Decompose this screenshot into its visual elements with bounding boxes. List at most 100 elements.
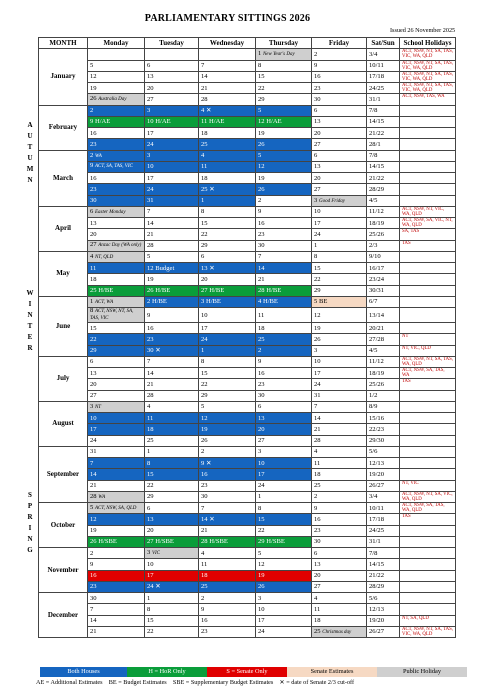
week-row: 19 20 21 22 23 24/25 ACT, NSW, NT, SA, TAS, VI… (39, 81, 456, 95)
day-cell: 4 NT, QLD (87, 250, 145, 264)
day-number: 28 (90, 492, 99, 500)
week-row: 27 Anzac Day (WA only) 28 29 30 1 2/3 TAS (39, 239, 456, 252)
day-cell: 22 (255, 81, 312, 95)
day-cell: 5 (255, 149, 312, 162)
day-cell: 9 (311, 501, 367, 515)
week-row: 19 20 21 22 23 24/25 (39, 524, 456, 537)
season-autumn-5: M (26, 165, 34, 173)
day-cell: 30 ✕ (144, 344, 199, 357)
day-note: ACT, NSW, SA, QLD (94, 505, 137, 511)
day-cell: 4 ✕ (198, 104, 256, 117)
day-cell: 27 Anzac Day (WA only) (87, 239, 145, 252)
day-cell: 20 (311, 171, 367, 185)
day-cell: 15 (198, 216, 256, 230)
day-number: 5 (90, 503, 95, 511)
week-row: 16 17 18 19 20 21/22 (39, 126, 456, 140)
day-cell: 19 (311, 321, 367, 335)
week-row: 24 25 26 27 28 29/30 (39, 434, 456, 447)
legend-public-holiday: Public Holiday (377, 667, 467, 677)
legend-hor-only: H = HoR Only (127, 667, 207, 677)
day-cell: 2 (198, 591, 256, 605)
week-row: September 31 1 2 3 4 5/6 (38, 445, 456, 504)
school-holiday-cell: ACT, NSW, SA, TAS, WA (399, 366, 456, 380)
day-cell: 13 (311, 558, 367, 571)
day-cell: 18/19 (366, 216, 400, 230)
school-holiday-cell (399, 284, 456, 297)
school-holiday-cell (399, 400, 456, 414)
day-cell: 27 (311, 138, 367, 151)
season-spring-4: I (28, 524, 32, 532)
day-cell: 5 (87, 59, 145, 72)
day-cell: 25 (255, 333, 312, 346)
day-cell: 11/12 (366, 205, 400, 219)
day-cell: 13 (144, 513, 199, 526)
school-holiday-cell (399, 546, 456, 560)
day-cell: 2 (311, 490, 367, 504)
day-cell: 25 (144, 434, 199, 447)
day-cell: 5 (255, 104, 312, 117)
day-cell: 30/31 (366, 284, 400, 297)
day-note: Good Friday (318, 198, 345, 204)
school-holiday-cell (399, 138, 456, 151)
day-cell: 23 (255, 378, 312, 391)
school-holiday-cell (399, 104, 456, 117)
week-row: October 5 ACT, NSW, SA, QLD 6 7 8 9 10/11 ACT, … (38, 501, 456, 548)
day-cell: 19/20 (366, 614, 400, 627)
day-number: 9 (90, 162, 95, 170)
day-cell: 5 (144, 250, 199, 264)
day-cell: 17 (198, 321, 256, 335)
day-cell: 9 (87, 558, 145, 571)
day-number: 25 (314, 627, 323, 635)
day-cell: 23 (144, 333, 199, 346)
col-wednesday: Wednesday (198, 36, 256, 50)
school-holiday-cell (399, 569, 456, 582)
day-cell: 1 (198, 194, 256, 207)
week-row: March 2 WA 3 4 5 6 7/8 (38, 149, 456, 207)
day-cell: 30 (87, 591, 145, 605)
col-thursday: Thursday (255, 36, 312, 50)
day-number: 27 (90, 241, 99, 249)
day-cell: 13 ✕ (198, 261, 256, 275)
day-cell: 24 (311, 378, 367, 391)
day-cell: 1 (144, 445, 199, 459)
day-note: Easter Monday (94, 209, 126, 215)
day-cell: 29 (87, 344, 145, 357)
day-note: WA (98, 494, 106, 500)
school-holiday-cell: ACT, NSW, NT, SA, TAS, VIC, WA, QLD (399, 81, 456, 95)
day-cell: 28 (198, 93, 256, 106)
day-cell: 26 (255, 138, 312, 151)
week-row: 8 ACT, NSW, NT, SA, TAS, VIC 9 10 11 12 13/14 (39, 307, 456, 323)
day-cell: 27 H/BE (198, 284, 256, 297)
day-cell: 22 (198, 228, 256, 241)
season-labels: A U T U M N W I N T E R S P R I N G (22, 38, 38, 658)
day-cell: 10 H/AE (144, 115, 199, 129)
day-cell: 3 (255, 591, 312, 605)
day-cell: 7 (311, 400, 367, 414)
day-note: VIC (151, 551, 161, 557)
day-cell: 27 (311, 183, 367, 196)
day-cell: 2 WA (87, 149, 145, 162)
week-row: 26 H/SBE 27 H/SBE 28 H/SBE 29 H/SBE 30 31/1 (39, 535, 456, 549)
day-cell: 13 (311, 160, 367, 174)
day-cell: 18 (198, 126, 256, 140)
day-cell: 7 (87, 456, 145, 470)
week-row: 14 15 16 17 18 19/20 NT, SA, QLD (39, 614, 456, 627)
day-cell: 6 (311, 149, 367, 162)
day-cell: 12/13 (366, 456, 400, 470)
day-cell: 3 (144, 149, 199, 162)
day-note: ACT, NSW, NT, SA, TAS, VIC (90, 309, 134, 321)
season-winter-3: N (27, 311, 33, 319)
day-cell: 7/8 (366, 104, 400, 117)
day-cell: 6 Easter Monday (87, 205, 145, 219)
day-number: 8 (90, 307, 95, 314)
month-label: April (38, 205, 88, 252)
school-holiday-cell (399, 261, 456, 275)
col-friday: Friday (311, 36, 367, 50)
day-cell: 23 (87, 183, 145, 196)
day-cell: 15 (311, 261, 367, 275)
day-cell: 9 (255, 205, 312, 219)
day-cell: 1 (255, 490, 312, 504)
day-cell: 9 (311, 59, 367, 72)
school-holiday-cell (399, 250, 456, 264)
day-cell: 3 (311, 344, 367, 357)
